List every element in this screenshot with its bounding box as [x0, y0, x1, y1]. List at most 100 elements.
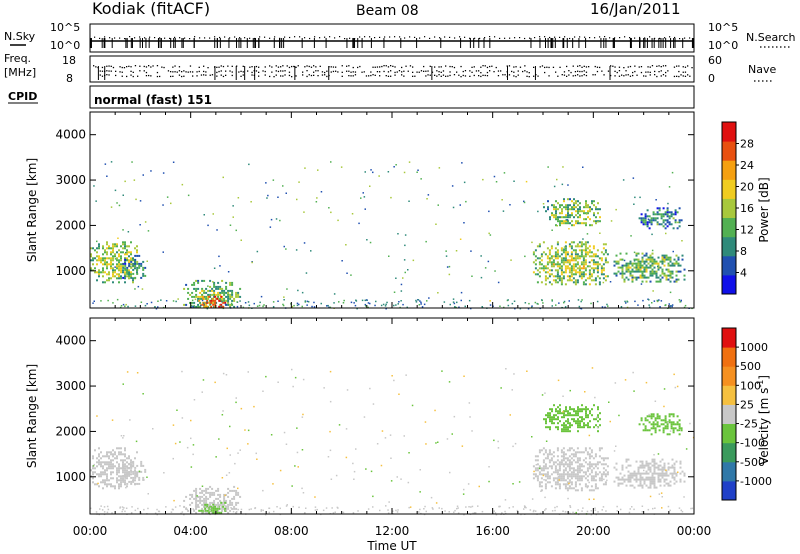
- echo-cell: [661, 458, 664, 461]
- echo-cell: [201, 289, 204, 292]
- near-range-point: [474, 512, 476, 514]
- freq-dot: [563, 71, 566, 73]
- echo-cell: [606, 261, 609, 264]
- echo-cell: [128, 262, 131, 265]
- nsearch-dot: [119, 37, 121, 39]
- near-range-point: [111, 512, 113, 514]
- scatter-point: [328, 207, 330, 209]
- scatter-point: [133, 179, 136, 181]
- echo-cell: [214, 295, 217, 298]
- echo-cell: [545, 420, 547, 423]
- echo-cell: [600, 269, 603, 272]
- freq-dot: [295, 75, 297, 77]
- echo-cell: [134, 469, 136, 472]
- echo-cell: [96, 247, 98, 250]
- freq-dot: [473, 74, 475, 77]
- echo-cell: [213, 499, 216, 502]
- freq-dot: [379, 75, 381, 77]
- nsearch-dot: [99, 37, 101, 39]
- freq-dot: [579, 65, 581, 67]
- echo-cell: [570, 253, 573, 256]
- freq-dot: [288, 74, 291, 77]
- echo-cell: [98, 485, 100, 488]
- scatter-point: [174, 442, 177, 445]
- nsearch-dot: [329, 36, 331, 38]
- echo-cell: [647, 266, 650, 269]
- echo-cell: [639, 262, 642, 265]
- echo-cell: [621, 258, 624, 261]
- echo-cell: [661, 276, 664, 279]
- echo-cell: [136, 251, 138, 254]
- echo-cell: [579, 416, 581, 419]
- scatter-point: [618, 414, 620, 417]
- echo-cell: [581, 420, 583, 423]
- nsearch-dot: [479, 37, 481, 39]
- echo-cell: [532, 253, 535, 256]
- nsearch-dot: [139, 36, 141, 38]
- echo-cell: [641, 484, 644, 487]
- echo-cell: [568, 459, 571, 462]
- echo-cell: [642, 423, 645, 426]
- echo-cell: [124, 245, 126, 248]
- scatter-point: [425, 443, 427, 445]
- echo-cell: [577, 208, 579, 211]
- freq-dot: [172, 75, 174, 77]
- echo-cell: [560, 273, 563, 276]
- near-range-point: [258, 304, 261, 307]
- colorbar-tick-label: 100: [740, 379, 761, 392]
- echo-cell: [550, 465, 553, 468]
- near-range-point: [444, 510, 446, 512]
- echo-cell: [538, 451, 541, 454]
- echo-cell: [644, 213, 647, 216]
- echo-cell: [547, 412, 549, 415]
- echo-cell: [569, 198, 571, 201]
- near-range-point: [365, 305, 367, 307]
- echo-cell: [637, 252, 640, 255]
- echo-cell: [643, 464, 646, 467]
- echo-cell: [567, 212, 569, 215]
- echo-cell: [565, 430, 567, 433]
- echo-cell: [558, 275, 561, 278]
- echo-cell: [668, 217, 671, 220]
- echo-cell: [233, 485, 236, 488]
- echo-cell: [205, 489, 208, 492]
- echo-cell: [198, 509, 201, 512]
- echo-cell: [576, 279, 579, 282]
- echo-cell: [538, 485, 541, 488]
- echo-cell: [210, 299, 213, 302]
- scatter-point: [126, 371, 129, 373]
- freq-dot: [379, 66, 381, 68]
- echo-cell: [106, 469, 108, 472]
- near-range-point: [537, 303, 539, 305]
- y-tick-label: 4000: [55, 334, 86, 348]
- freq-dot: [341, 75, 343, 77]
- echo-cell: [576, 471, 579, 474]
- scatter-point: [130, 265, 132, 268]
- scatter-point: [463, 222, 465, 224]
- near-range-point: [499, 505, 501, 508]
- scatter-point: [463, 488, 465, 491]
- freq-dot: [552, 66, 555, 68]
- echo-cell: [549, 420, 551, 423]
- freq-dot: [497, 75, 500, 77]
- freq-dot: [484, 74, 486, 77]
- echo-cell: [574, 249, 577, 252]
- echo-cell: [140, 464, 143, 467]
- echo-cell: [106, 479, 108, 482]
- echo-cell: [602, 253, 605, 256]
- echo-cell: [219, 303, 222, 306]
- echo-cell: [130, 482, 133, 485]
- scatter-point: [302, 413, 304, 416]
- near-range-point: [342, 302, 345, 304]
- echo-cell: [208, 295, 211, 298]
- echo-cell: [585, 206, 587, 209]
- echo-cell: [584, 471, 587, 474]
- echo-cell: [187, 291, 190, 294]
- freq-dot: [513, 75, 515, 77]
- echo-cell: [639, 268, 642, 271]
- echo-cell: [554, 471, 557, 474]
- echo-cell: [633, 478, 636, 481]
- echo-cell: [104, 249, 106, 252]
- echo-cell: [92, 457, 94, 460]
